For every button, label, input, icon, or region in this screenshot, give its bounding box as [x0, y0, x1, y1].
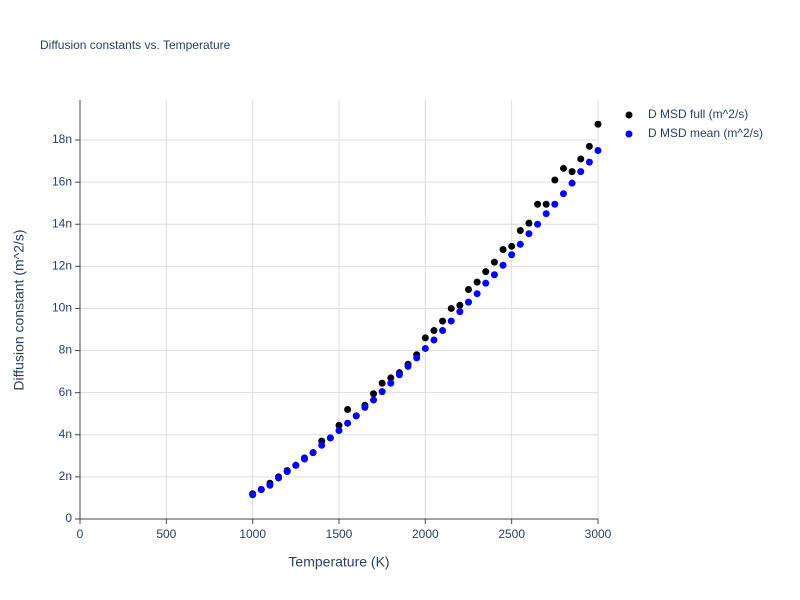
data-point	[378, 388, 386, 396]
data-point	[568, 168, 576, 176]
data-point	[370, 390, 378, 398]
data-point	[516, 227, 524, 235]
data-point	[551, 200, 559, 208]
data-point	[551, 176, 559, 184]
y-axis-title: Diffusion constant (m^2/s)	[11, 229, 27, 390]
x-tick-label: 2500	[498, 527, 525, 541]
data-point	[508, 251, 516, 259]
x-tick-label: 0	[77, 527, 84, 541]
data-point	[456, 308, 464, 316]
data-point	[292, 461, 300, 469]
y-tick-label: 14n	[52, 216, 72, 230]
data-point	[499, 245, 507, 253]
legend-marker	[625, 130, 633, 138]
data-point	[473, 278, 481, 286]
data-point	[387, 374, 395, 382]
data-point	[447, 304, 455, 312]
legend-text: D MSD full (m^2/s)	[648, 107, 748, 121]
data-point	[542, 200, 550, 208]
x-tick-label: 3000	[585, 527, 612, 541]
data-point	[559, 164, 567, 172]
data-point	[542, 210, 550, 218]
x-tick-label: 1500	[326, 527, 353, 541]
x-tick-label: 2000	[412, 527, 439, 541]
data-point	[594, 147, 602, 155]
legend-text: D MSD mean (m^2/s)	[648, 126, 763, 140]
data-point	[482, 279, 490, 287]
data-point	[559, 190, 567, 198]
data-point	[283, 468, 291, 476]
data-point	[585, 158, 593, 166]
chart-title: Diffusion constants vs. Temperature	[40, 38, 231, 52]
data-point	[378, 379, 386, 387]
y-tick-label: 12n	[52, 259, 72, 273]
x-tick-label: 1000	[239, 527, 266, 541]
data-point	[490, 258, 498, 266]
data-point	[508, 242, 516, 250]
y-tick-label: 4n	[59, 427, 72, 441]
data-point	[249, 491, 257, 499]
data-point	[439, 327, 447, 335]
data-point	[568, 179, 576, 187]
data-point	[456, 301, 464, 309]
data-point	[352, 412, 360, 420]
data-point	[577, 155, 585, 163]
y-tick-label: 16n	[52, 174, 72, 188]
data-point	[525, 219, 533, 227]
data-point	[577, 168, 585, 176]
data-point	[482, 268, 490, 276]
data-point	[266, 481, 274, 489]
data-point	[421, 344, 429, 352]
data-point	[447, 317, 455, 325]
data-point	[525, 230, 533, 238]
data-point	[534, 200, 542, 208]
data-point	[335, 421, 343, 429]
data-point	[395, 371, 403, 379]
legend-marker	[625, 111, 633, 119]
y-tick-label: 18n	[52, 132, 72, 146]
data-point	[465, 285, 472, 293]
data-point	[439, 317, 447, 325]
y-tick-label: 8n	[59, 343, 72, 357]
data-point	[430, 327, 438, 335]
data-point	[465, 298, 472, 306]
y-tick-label: 2n	[59, 469, 72, 483]
data-point	[585, 142, 593, 150]
data-point	[335, 427, 343, 435]
data-point	[344, 419, 352, 427]
data-point	[594, 120, 602, 128]
data-point	[318, 441, 326, 449]
data-point	[326, 434, 334, 442]
x-tick-label: 500	[156, 527, 176, 541]
data-point	[404, 362, 412, 370]
data-point	[490, 271, 498, 279]
data-point	[534, 220, 542, 228]
data-point	[370, 396, 378, 404]
x-axis-title: Temperature (K)	[288, 554, 389, 570]
data-point	[300, 455, 308, 463]
data-point	[344, 406, 352, 414]
data-point	[473, 290, 481, 298]
data-point	[275, 474, 283, 482]
data-point	[413, 354, 421, 362]
y-tick-label: 0	[65, 511, 72, 525]
y-tick-label: 6n	[59, 385, 72, 399]
data-point	[499, 261, 507, 269]
data-point	[361, 403, 369, 411]
data-point	[387, 379, 395, 387]
data-point	[309, 449, 317, 457]
data-point	[430, 336, 438, 344]
data-point	[257, 486, 265, 494]
y-tick-label: 10n	[52, 301, 72, 315]
data-point	[421, 334, 429, 342]
data-point	[516, 240, 524, 248]
